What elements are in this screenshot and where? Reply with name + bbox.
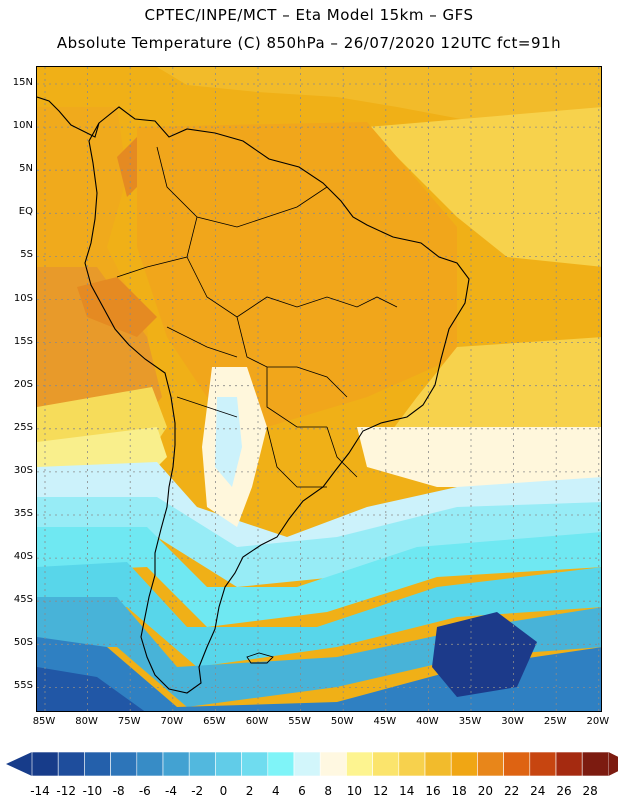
- colorbar-tick: 0: [219, 784, 228, 798]
- colorbar-swatch: [503, 751, 531, 777]
- colorbar-swatch: [398, 751, 426, 777]
- field-blue-light: [37, 597, 601, 707]
- colorbar-swatch: [241, 751, 269, 777]
- colorbar-tick: -14: [30, 784, 50, 798]
- colorbar-tick: -12: [56, 784, 76, 798]
- field-atlantic-cream: [357, 427, 601, 487]
- temperature-colorbar: [6, 751, 618, 777]
- colorbar-swatch: [162, 751, 190, 777]
- latitude-label: EQ: [18, 206, 33, 218]
- colorbar-swatch: [372, 751, 400, 777]
- longitude-label: 55W: [288, 716, 311, 727]
- colorbar-tick: 4: [271, 784, 280, 798]
- latitude-label: 5N: [19, 163, 33, 175]
- colorbar-tick: 20: [477, 784, 494, 798]
- field-atlantic-yellow-north: [367, 107, 601, 267]
- colorbar-tick: -8: [112, 784, 125, 798]
- national-borders: [116, 146, 398, 488]
- latitude-label: 10S: [13, 292, 33, 304]
- field-atlantic-yellow-south: [387, 337, 601, 447]
- colorbar-tick: -4: [165, 784, 177, 798]
- colorbar-tick: 26: [556, 784, 572, 798]
- colorbar-swatch: [57, 751, 85, 777]
- colorbar-swatch: [319, 751, 347, 777]
- colorbar-swatch: [267, 751, 295, 777]
- longitude-label: 75W: [117, 716, 141, 727]
- colorbar-swatch: [31, 751, 59, 777]
- latitude-label: 40S: [13, 551, 33, 563]
- longitude-label: 45W: [373, 716, 397, 727]
- colorbar-swatch: [477, 751, 504, 777]
- longitude-label: 30W: [501, 716, 524, 727]
- latitude-label: 30S: [13, 464, 33, 476]
- longitude-label: 60W: [245, 716, 269, 727]
- colorbar-tick: 18: [451, 784, 467, 798]
- field-cyan: [37, 527, 601, 627]
- latitude-label: 35S: [13, 508, 33, 519]
- longitude-label: 40W: [416, 716, 439, 727]
- colorbar-tick: 16: [425, 784, 441, 798]
- colorbar-tick: 2: [245, 784, 254, 798]
- longitude-label: 85W: [32, 716, 56, 727]
- latitude-label: 5S: [20, 249, 33, 261]
- field-teal-cyan: [37, 562, 601, 667]
- colorbar-tick: 6: [298, 784, 306, 798]
- colorbar-tick: 24: [530, 784, 546, 798]
- colorbar-swatch: [581, 751, 609, 777]
- chart-title-line-2: Absolute Temperature (C) 850hPa – 26/07/…: [56, 34, 562, 52]
- longitude-label: 20W: [586, 716, 610, 727]
- colorbar-swatch: [293, 751, 321, 777]
- colorbar-tick: -2: [191, 784, 204, 798]
- longitude-label: 65W: [203, 716, 226, 727]
- field-caribbean: [157, 67, 601, 122]
- field-blue-dark: [37, 667, 145, 711]
- colorbar-swatch: [450, 751, 478, 777]
- field-northern-andes-warm: [77, 277, 157, 337]
- longitude-label: 50W: [330, 716, 354, 727]
- colorbar-swatch: [424, 751, 452, 777]
- colorbar-tick: 8: [324, 784, 332, 798]
- colorbar-tick: 12: [372, 784, 389, 798]
- chart-title-line-1: CPTEC/INPE/MCT – Eta Model 15km – GFS: [144, 6, 474, 24]
- latitude-label: 55S: [13, 680, 33, 692]
- colorbar-swatch: [136, 751, 164, 777]
- colorbar-swatch: [555, 751, 583, 777]
- latitude-label: 50S: [13, 637, 33, 649]
- latitude-label: 20S: [13, 378, 33, 390]
- south-america-coastline: [84, 106, 470, 694]
- colorbar-tick: -6: [138, 784, 151, 798]
- colorbar-max-arrow: [608, 752, 618, 776]
- field-light-cyan: [37, 497, 601, 587]
- colorbar-tick: 28: [582, 784, 598, 798]
- colorbar-tick: -10: [82, 784, 103, 798]
- latitude-label: 15N: [12, 77, 33, 88]
- field-pale-cyan: [37, 462, 601, 567]
- latitude-label: 25S: [13, 421, 33, 433]
- field-interior-cyan: [215, 397, 242, 487]
- colorbar-min-arrow: [6, 752, 32, 776]
- longitude-label: 80W: [75, 716, 98, 727]
- longitude-label: 35W: [458, 716, 482, 727]
- colorbar-swatch: [188, 751, 216, 777]
- temperature-map: [36, 66, 602, 712]
- latitude-label: 45S: [13, 594, 33, 606]
- colorbar-swatch: [529, 751, 557, 777]
- field-deep-navy: [432, 612, 537, 697]
- latitude-label: 10N: [12, 120, 33, 132]
- falkland-islands: [246, 652, 274, 664]
- colorbar-swatch: [346, 751, 373, 777]
- longitude-label: 70W: [160, 716, 184, 727]
- latitude-label: 15S: [13, 335, 33, 347]
- colorbar-swatch: [110, 751, 138, 777]
- central-america-coastline: [37, 96, 100, 138]
- colorbar-swatch: [215, 751, 242, 777]
- colorbar-swatch: [84, 751, 111, 777]
- longitude-label: 25W: [543, 716, 567, 727]
- colorbar-tick: 10: [346, 784, 363, 798]
- colorbar-tick: 22: [503, 784, 520, 798]
- colorbar-tick: 14: [399, 784, 415, 798]
